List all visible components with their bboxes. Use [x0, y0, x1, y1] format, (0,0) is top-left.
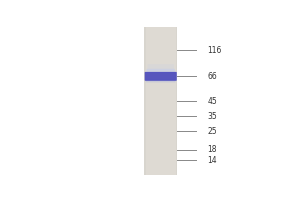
Text: 35: 35 — [207, 112, 217, 121]
Text: 18: 18 — [207, 145, 217, 154]
Text: 66: 66 — [207, 72, 217, 81]
Text: 25: 25 — [207, 127, 217, 136]
FancyBboxPatch shape — [148, 64, 174, 69]
Text: 116: 116 — [207, 46, 222, 55]
Text: 14: 14 — [207, 156, 217, 165]
Text: 45: 45 — [207, 97, 217, 106]
Bar — [145, 27, 177, 175]
FancyBboxPatch shape — [146, 79, 175, 82]
Bar — [146, 27, 176, 175]
FancyBboxPatch shape — [146, 69, 175, 73]
FancyBboxPatch shape — [145, 72, 177, 81]
